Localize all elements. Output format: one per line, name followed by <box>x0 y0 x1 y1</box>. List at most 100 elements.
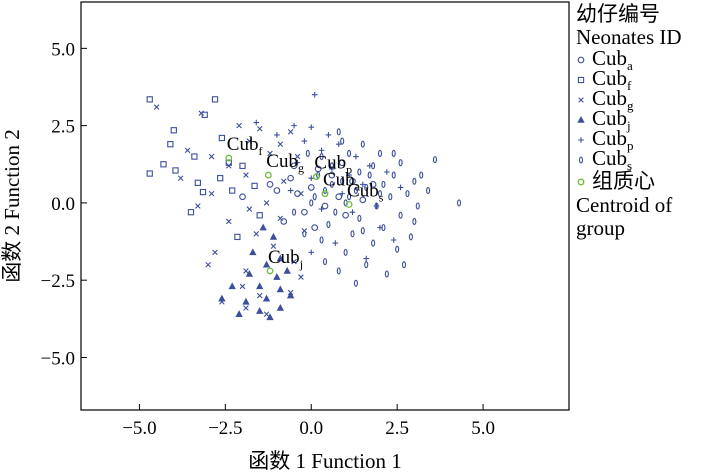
data-point-ellipse <box>398 211 403 219</box>
data-point-ellipse <box>357 168 362 176</box>
data-point-circle <box>359 196 367 204</box>
data-point-triangle <box>262 260 271 268</box>
data-point-ellipse <box>343 248 348 256</box>
data-point-x <box>225 218 232 225</box>
legend-entry-cub-s: Cubs <box>578 146 632 173</box>
data-point-plus <box>390 237 397 243</box>
legend-entry-cub-a: Cuba <box>577 46 633 73</box>
data-point-plus <box>318 147 325 154</box>
data-point-ellipse <box>395 245 400 253</box>
data-point-plus <box>353 153 359 160</box>
data-point-ellipse <box>309 199 314 207</box>
legend-label: Cubf <box>592 66 632 93</box>
centroid-marker <box>266 267 274 275</box>
data-point-ellipse <box>305 149 310 158</box>
data-point-circle <box>301 208 308 216</box>
data-point-ellipse <box>377 149 383 158</box>
data-point-square <box>167 141 174 148</box>
data-point-ellipse <box>360 227 365 235</box>
data-point-ellipse <box>329 162 334 170</box>
data-point-ellipse <box>384 270 389 278</box>
data-point-ellipse <box>316 171 321 179</box>
data-point-triangle <box>228 282 236 290</box>
data-point-circle <box>342 211 349 219</box>
data-point-ellipse <box>367 171 372 179</box>
legend-marker-plus <box>578 137 584 143</box>
data-point-square <box>218 134 226 142</box>
data-point-x <box>243 305 249 311</box>
data-point-ellipse <box>388 193 393 201</box>
data-point-square <box>234 233 241 241</box>
data-point-circle <box>338 159 346 167</box>
data-point-circle <box>349 177 356 185</box>
data-point-ellipse <box>319 236 324 244</box>
series-cub-g <box>153 104 308 317</box>
data-point-plus <box>287 187 294 194</box>
series-cub-a <box>239 159 377 231</box>
data-point-ellipse <box>371 162 376 170</box>
data-point-circle <box>335 193 343 201</box>
data-point-ellipse <box>333 208 338 216</box>
legend-entry-cub-j: Cubj <box>577 106 631 133</box>
data-point-ellipse <box>391 171 396 179</box>
data-point-ellipse <box>426 186 431 195</box>
x-axis-title: 函数 1 Function 1 <box>248 449 401 472</box>
plot-frame <box>80 1 570 411</box>
data-point-x <box>291 258 297 265</box>
data-point-square <box>194 179 201 186</box>
data-point-ellipse <box>371 239 376 247</box>
data-point-x <box>263 200 270 206</box>
data-point-square <box>170 127 177 134</box>
legend-entry-cub-p: Cubp <box>578 126 634 153</box>
data-point-x <box>246 138 253 144</box>
data-point-triangle <box>269 232 278 240</box>
data-point-ellipse <box>415 202 420 210</box>
data-point-ellipse <box>412 217 417 226</box>
data-point-ellipse <box>432 156 438 164</box>
legend-label: Cuba <box>592 46 633 73</box>
legend-label: Cubg <box>592 86 634 113</box>
data-point-triangle <box>242 297 250 305</box>
data-point-square <box>251 182 258 190</box>
centroid-marker <box>345 201 353 208</box>
data-point-triangle <box>249 248 257 256</box>
data-point-ellipse <box>347 149 352 158</box>
y-axis-title: 函数 2 Function 2 <box>0 129 24 282</box>
legend-label: Cubs <box>592 146 632 173</box>
data-point-plus <box>325 132 332 138</box>
data-point-plus <box>335 141 342 147</box>
data-point-circle <box>311 224 319 231</box>
data-point-circle <box>328 171 336 179</box>
data-point-x <box>225 163 232 169</box>
data-point-circle <box>280 218 288 225</box>
legend-centroid-label-en-2: group <box>576 216 625 240</box>
data-point-square <box>211 96 219 103</box>
y-tick-label: 2.5 <box>51 117 75 138</box>
data-point-plus <box>349 209 356 215</box>
data-point-x <box>198 110 205 117</box>
data-point-triangle <box>259 223 267 231</box>
data-point-square <box>239 162 246 169</box>
data-point-x <box>267 150 273 157</box>
data-point-triangle <box>276 303 284 311</box>
data-point-x <box>208 190 215 197</box>
data-point-x <box>256 292 263 299</box>
series-cub-j <box>218 223 295 321</box>
data-point-ellipse <box>347 193 352 201</box>
data-point-ellipse <box>381 180 386 188</box>
centroid-label-cub-s: Cubs <box>347 180 384 204</box>
data-point-ellipse <box>391 149 396 158</box>
centroid-marker <box>225 154 233 162</box>
data-point-ellipse <box>364 261 369 269</box>
data-point-plus <box>339 190 345 197</box>
data-point-ellipse <box>319 152 324 161</box>
data-point-x <box>177 175 184 181</box>
data-point-ellipse <box>374 202 379 210</box>
data-point-ellipse <box>302 230 307 238</box>
data-point-ellipse <box>336 267 341 275</box>
data-point-circle <box>321 202 329 210</box>
legend-entry-cub-f: Cubf <box>577 66 632 93</box>
legend-centroid-label-cn: 组质心 <box>592 169 655 193</box>
